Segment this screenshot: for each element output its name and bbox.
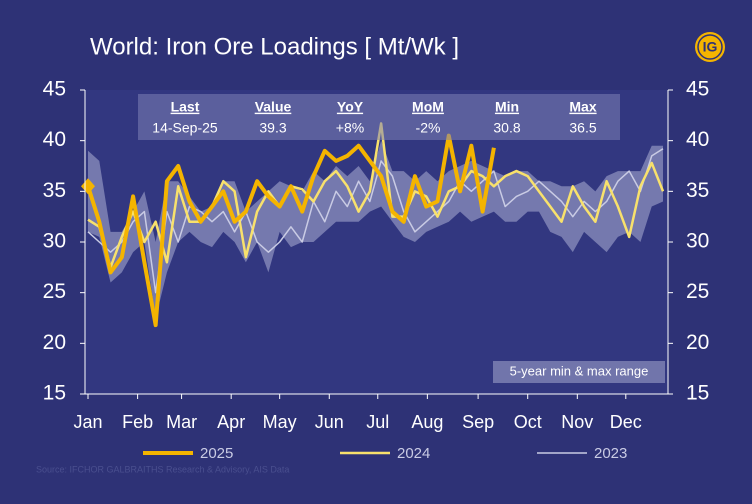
- y2-tick-label: 25: [686, 280, 709, 303]
- source-note: Source: IFCHOR GALBRAITHS Research & Adv…: [36, 464, 289, 474]
- series-line: [87, 122, 665, 269]
- y-tick-label: 15: [43, 382, 66, 405]
- x-tick-label: Jul: [366, 412, 389, 432]
- stats-box: [138, 94, 620, 140]
- x-tick-label: Oct: [514, 412, 542, 432]
- table-header: Last: [171, 99, 200, 115]
- table-cell: +8%: [336, 120, 364, 136]
- y2-tick-label: 15: [686, 382, 709, 405]
- y2-tick-label: 45: [686, 78, 709, 101]
- table-header: Value: [255, 99, 292, 115]
- chart-title: World: Iron Ore Loadings [ Mt/Wk ]: [90, 33, 459, 60]
- logo-text: IG: [703, 39, 718, 55]
- legend-label: 2025: [200, 445, 233, 462]
- table-header: Min: [495, 99, 519, 115]
- table-header: MoM: [412, 99, 444, 115]
- table-header: Max: [569, 99, 596, 115]
- y-tick-label: 40: [43, 128, 66, 151]
- legend: 2025 2024 2023: [143, 445, 627, 462]
- x-tick-label: Mar: [166, 412, 197, 432]
- x-tick-label: Apr: [217, 412, 245, 432]
- range-legend-box: [493, 361, 665, 383]
- x-tick-label: Jun: [315, 412, 344, 432]
- x-tick-label: Sep: [462, 412, 494, 432]
- table-cell: 39.3: [259, 120, 286, 136]
- table-cell: 36.5: [569, 120, 596, 136]
- range-legend-label: 5-year min & max range: [510, 363, 649, 378]
- y2-tick-label: 30: [686, 230, 709, 253]
- y2-tick-label: 40: [686, 128, 709, 151]
- y-tick-label: 35: [43, 179, 66, 202]
- legend-label: 2023: [594, 445, 627, 462]
- stats-table: Last 14-Sep-25 Value 39.3 YoY +8% MoM -2% Min 30.…: [152, 99, 597, 136]
- range-band: [88, 140, 663, 318]
- y2-tick-label: 20: [686, 331, 709, 354]
- x-tick-label: Feb: [122, 412, 153, 432]
- x-tick-label: Dec: [610, 412, 642, 432]
- x-tick-label: Nov: [561, 412, 593, 432]
- axes: 15 15 20 20 25 25 30 30 35 35 40 40 45 45 Jan Feb Mar Apr…: [43, 78, 710, 432]
- y-tick-label: 20: [43, 331, 66, 354]
- y-tick-label: 45: [43, 78, 66, 101]
- table-cell: 30.8: [493, 120, 520, 136]
- table-cell: -2%: [416, 120, 441, 136]
- x-tick-label: Aug: [411, 412, 443, 432]
- logo-ring: [697, 34, 723, 60]
- y-tick-label: 25: [43, 280, 66, 303]
- series-line: [87, 148, 664, 294]
- x-tick-label: Jan: [73, 412, 102, 432]
- series-line: [86, 133, 496, 328]
- logo-circle: [695, 32, 725, 62]
- table-header: YoY: [337, 99, 364, 115]
- y2-tick-label: 35: [686, 179, 709, 202]
- y-tick-label: 30: [43, 230, 66, 253]
- table-cell: 14-Sep-25: [152, 120, 218, 136]
- legend-label: 2024: [397, 445, 430, 462]
- x-tick-label: May: [263, 412, 297, 432]
